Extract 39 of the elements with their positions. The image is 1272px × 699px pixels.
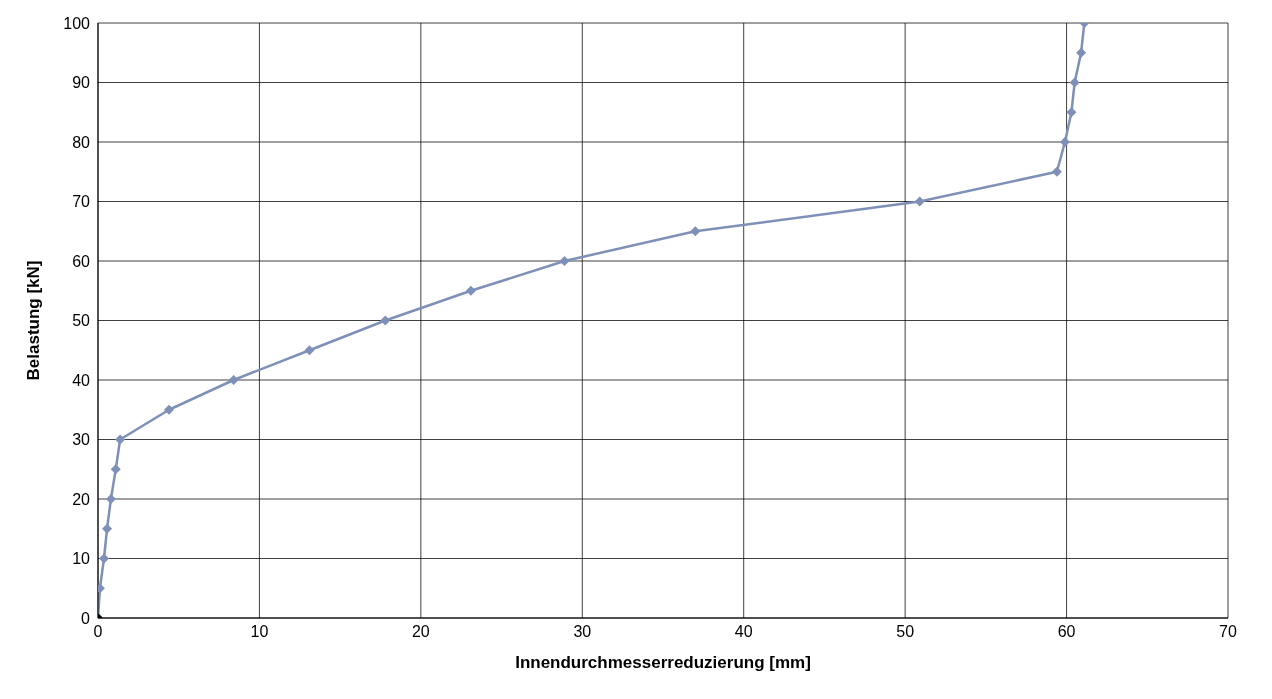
x-tick-label: 10 (250, 623, 269, 641)
point (1051, 166, 1062, 177)
point (304, 345, 315, 356)
y-tick-label: 90 (72, 74, 91, 92)
x-tick-label: 40 (734, 623, 753, 641)
point (115, 434, 126, 445)
point (110, 464, 121, 475)
point (228, 375, 239, 385)
x-tick-label: 20 (411, 623, 430, 641)
point (465, 285, 476, 296)
y-tick-label: 10 (72, 550, 91, 568)
y-tick-label: 80 (72, 133, 91, 151)
y-tick-label: 40 (72, 371, 91, 389)
y-axis-title: Belastung [kN] (24, 260, 44, 381)
y-tick-label: 0 (81, 609, 91, 627)
x-tick-label: 70 (1219, 623, 1237, 641)
point (380, 315, 391, 326)
y-tick-label: 70 (72, 193, 91, 211)
y-tick-label: 100 (63, 14, 91, 32)
point (1069, 77, 1080, 88)
point (105, 494, 116, 504)
point (1059, 137, 1070, 147)
y-tick-label: 60 (72, 252, 91, 270)
x-axis-title: Innendurchmesserreduzierung [mm] (515, 653, 811, 672)
y-tick-label: 30 (72, 431, 91, 449)
y-tick-label: 20 (72, 490, 91, 508)
x-tick-label: 50 (896, 623, 915, 641)
point (914, 196, 925, 207)
point (559, 256, 570, 266)
y-tick-label: 50 (72, 312, 91, 330)
point (1076, 47, 1087, 58)
x-tick-label: 0 (93, 623, 103, 641)
x-tick-label: 60 (1057, 623, 1076, 641)
point (102, 523, 113, 534)
point (98, 553, 109, 564)
point (690, 226, 701, 237)
x-tick-label: 30 (573, 623, 592, 641)
point (164, 404, 175, 415)
point (1066, 107, 1077, 118)
